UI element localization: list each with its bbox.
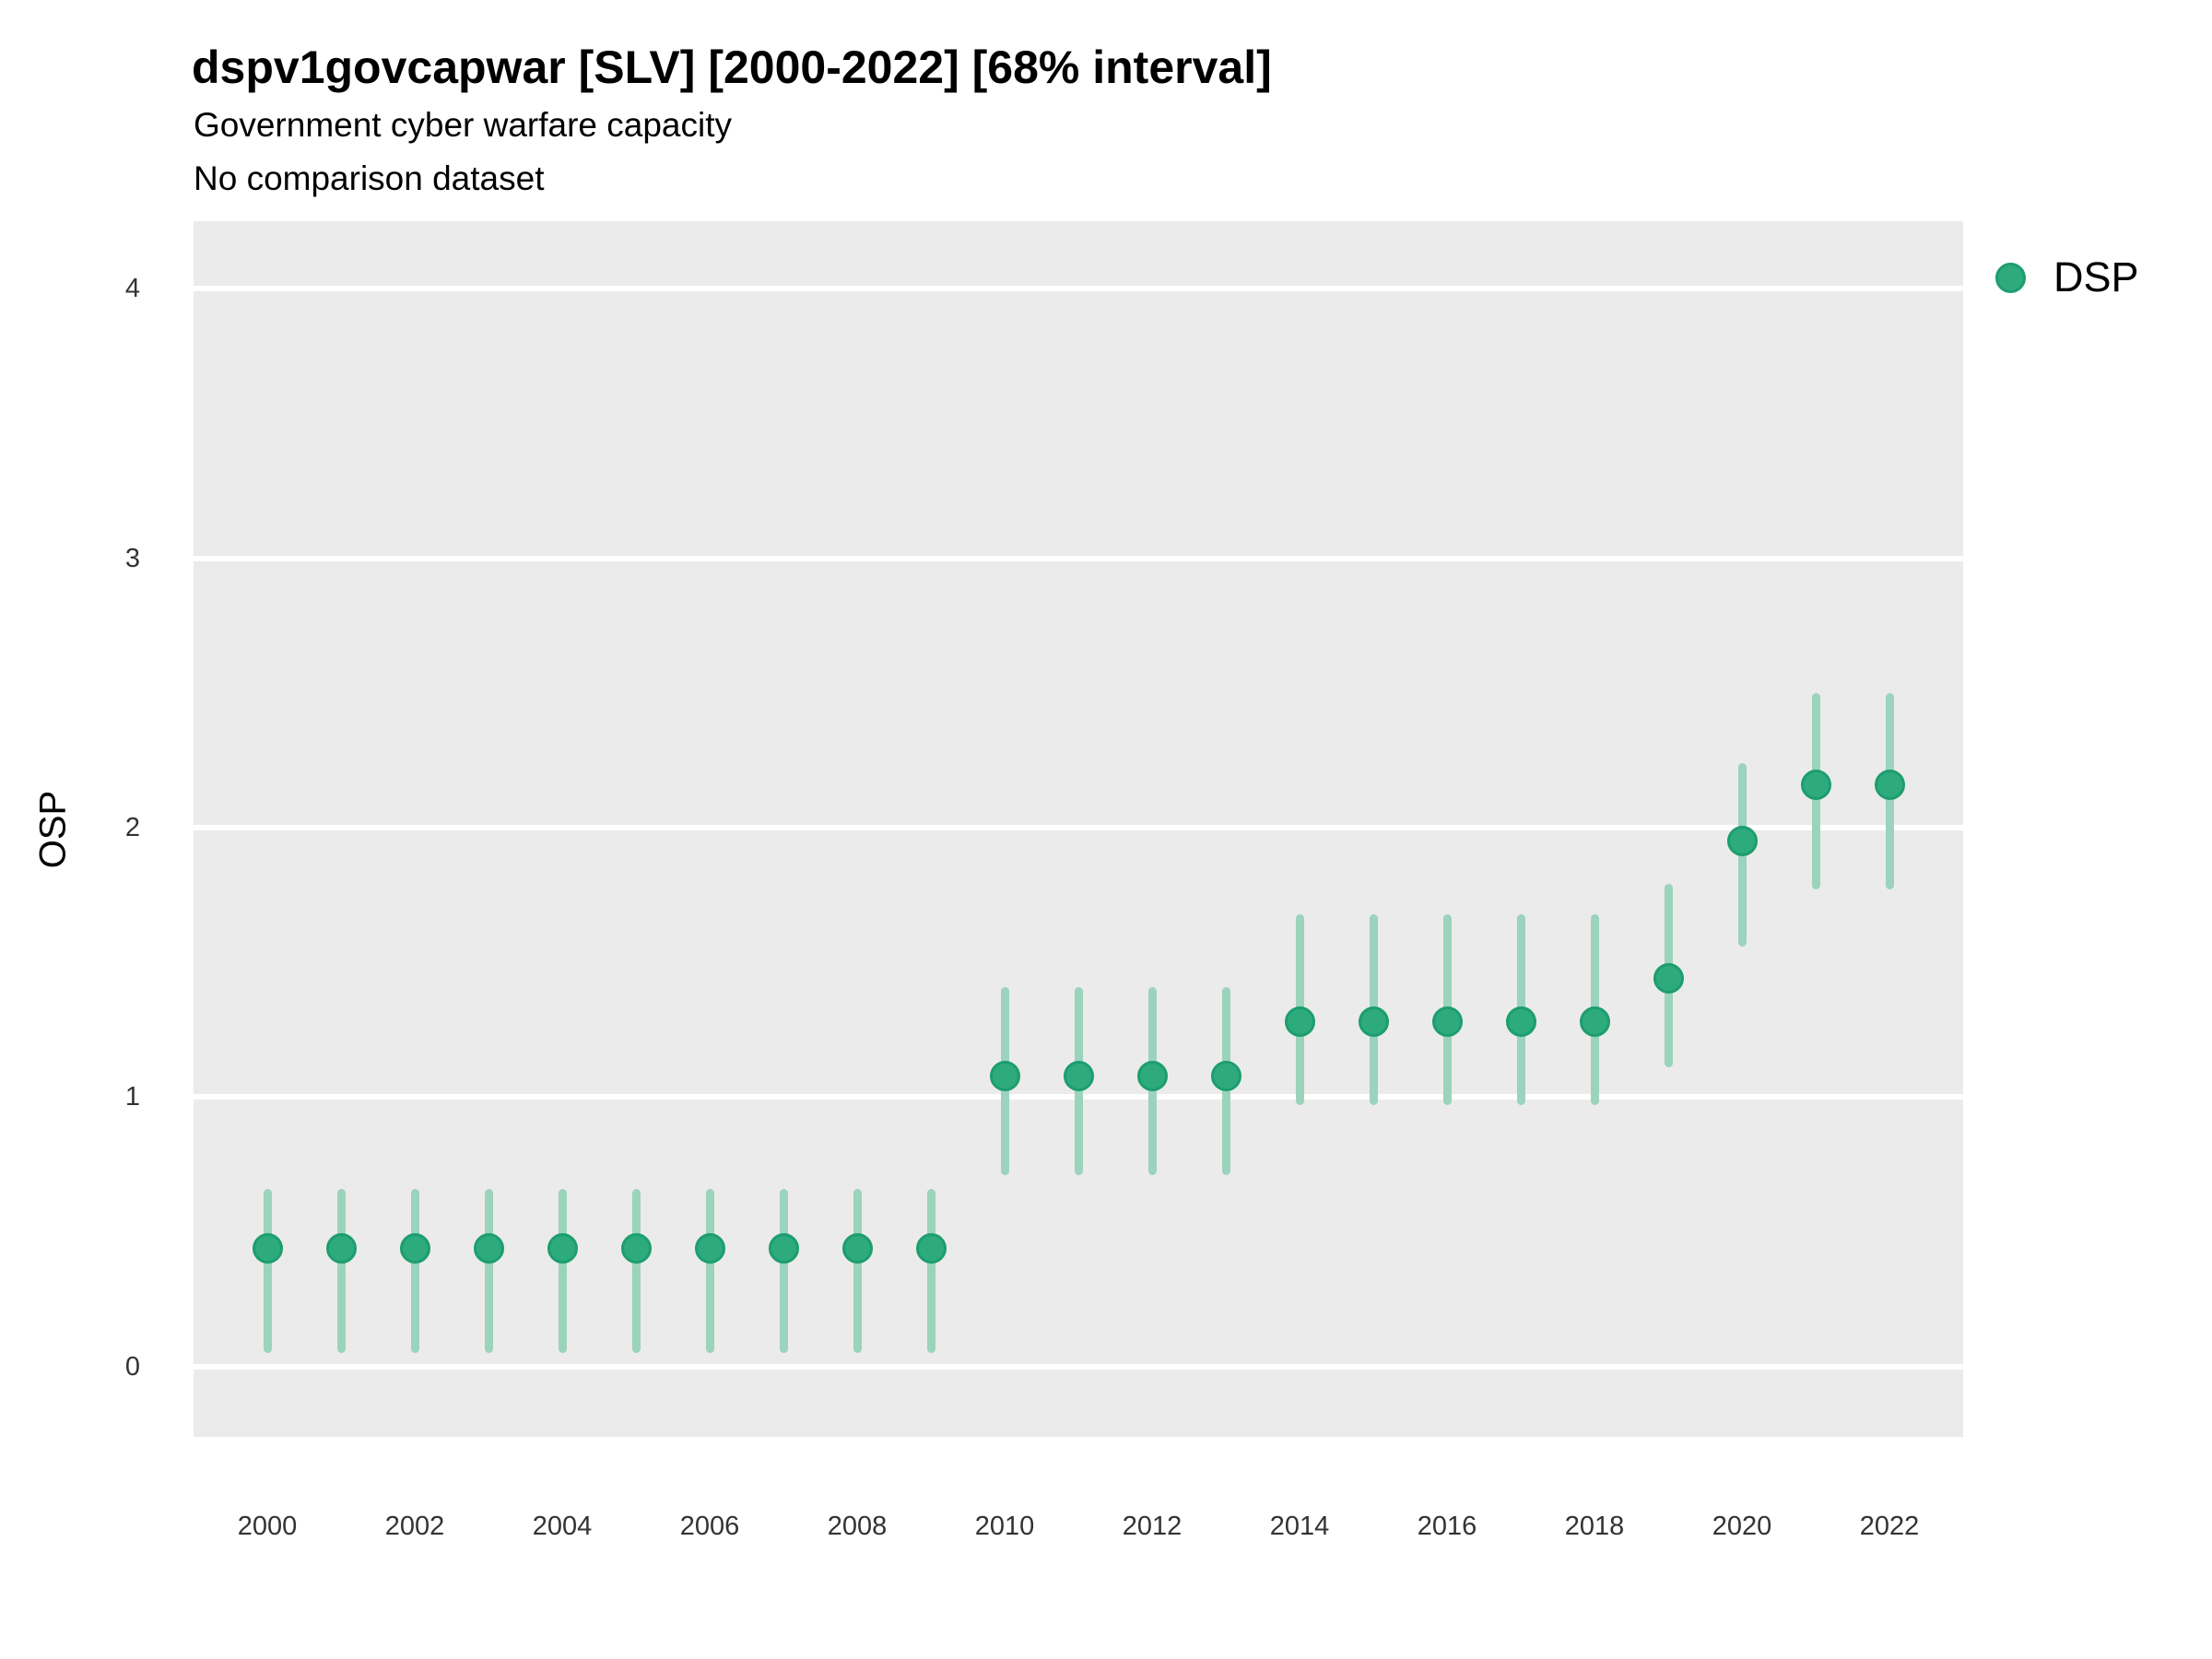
point-marker-2008 xyxy=(841,1232,873,1264)
interval-bar-2004 xyxy=(558,1188,567,1354)
point-marker-2021 xyxy=(1800,769,1831,800)
legend-point-icon xyxy=(1995,262,2026,293)
x-tick-label-2022: 2022 xyxy=(1859,1512,1920,1541)
gridline-y-0 xyxy=(194,1363,1963,1370)
point-marker-2013 xyxy=(1210,1060,1241,1091)
point-marker-2017 xyxy=(1505,1006,1536,1038)
interval-bar-2007 xyxy=(779,1188,788,1354)
point-marker-2014 xyxy=(1284,1006,1315,1038)
legend: DSP xyxy=(1995,252,2139,303)
x-tick-label-2004: 2004 xyxy=(532,1512,593,1541)
interval-bar-2006 xyxy=(705,1188,714,1354)
gridline-y-3 xyxy=(194,555,1963,561)
point-marker-2005 xyxy=(620,1232,652,1264)
point-marker-2006 xyxy=(694,1232,725,1264)
point-marker-2016 xyxy=(1431,1006,1463,1038)
x-tick-label-2000: 2000 xyxy=(237,1512,298,1541)
interval-bar-2001 xyxy=(336,1188,346,1354)
x-tick-label-2014: 2014 xyxy=(1269,1512,1330,1541)
point-marker-2020 xyxy=(1726,826,1758,857)
point-marker-2009 xyxy=(915,1232,947,1264)
x-tick-label-2016: 2016 xyxy=(1417,1512,1477,1541)
point-marker-2004 xyxy=(547,1232,578,1264)
y-tick-label-1: 1 xyxy=(124,1082,140,1112)
interval-bar-2000 xyxy=(263,1188,272,1354)
point-marker-2002 xyxy=(399,1232,430,1264)
point-marker-2007 xyxy=(768,1232,799,1264)
chart-subtitle-line1: Government cyber warfare capacity xyxy=(194,106,733,144)
y-tick-label-0: 0 xyxy=(124,1351,140,1382)
x-tick-label-2012: 2012 xyxy=(1122,1512,1182,1541)
point-marker-2015 xyxy=(1358,1006,1389,1038)
x-tick-label-2018: 2018 xyxy=(1564,1512,1625,1541)
interval-bar-2009 xyxy=(926,1188,935,1354)
y-tick-label-2: 2 xyxy=(124,813,140,843)
point-marker-2003 xyxy=(473,1232,504,1264)
point-marker-2000 xyxy=(252,1232,283,1264)
gridline-y-2 xyxy=(194,825,1963,831)
point-marker-2019 xyxy=(1653,963,1684,994)
point-marker-2011 xyxy=(1063,1060,1094,1091)
x-tick-label-2010: 2010 xyxy=(974,1512,1035,1541)
x-tick-label-2020: 2020 xyxy=(1712,1512,1772,1541)
legend-label: DSP xyxy=(2053,253,2139,300)
point-marker-2018 xyxy=(1579,1006,1610,1038)
point-marker-2012 xyxy=(1136,1060,1168,1091)
interval-bar-2002 xyxy=(410,1188,419,1354)
y-tick-label-3: 3 xyxy=(124,543,140,573)
point-marker-2010 xyxy=(989,1060,1020,1091)
x-tick-label-2008: 2008 xyxy=(827,1512,888,1541)
x-tick-label-2002: 2002 xyxy=(384,1512,445,1541)
chart-title: dspv1govcapwar [SLV] [2000-2022] [68% in… xyxy=(192,41,1272,93)
interval-bar-2005 xyxy=(631,1188,641,1354)
interval-bar-2008 xyxy=(853,1188,862,1354)
interval-bar-2003 xyxy=(484,1188,493,1354)
point-marker-2022 xyxy=(1874,769,1905,800)
gridline-y-4 xyxy=(194,286,1963,292)
y-tick-label-4: 4 xyxy=(124,274,140,304)
point-marker-2001 xyxy=(325,1232,357,1264)
x-tick-label-2006: 2006 xyxy=(679,1512,740,1541)
chart-subtitle-line2: No comparison dataset xyxy=(194,159,545,197)
plot-panel xyxy=(194,221,1963,1437)
